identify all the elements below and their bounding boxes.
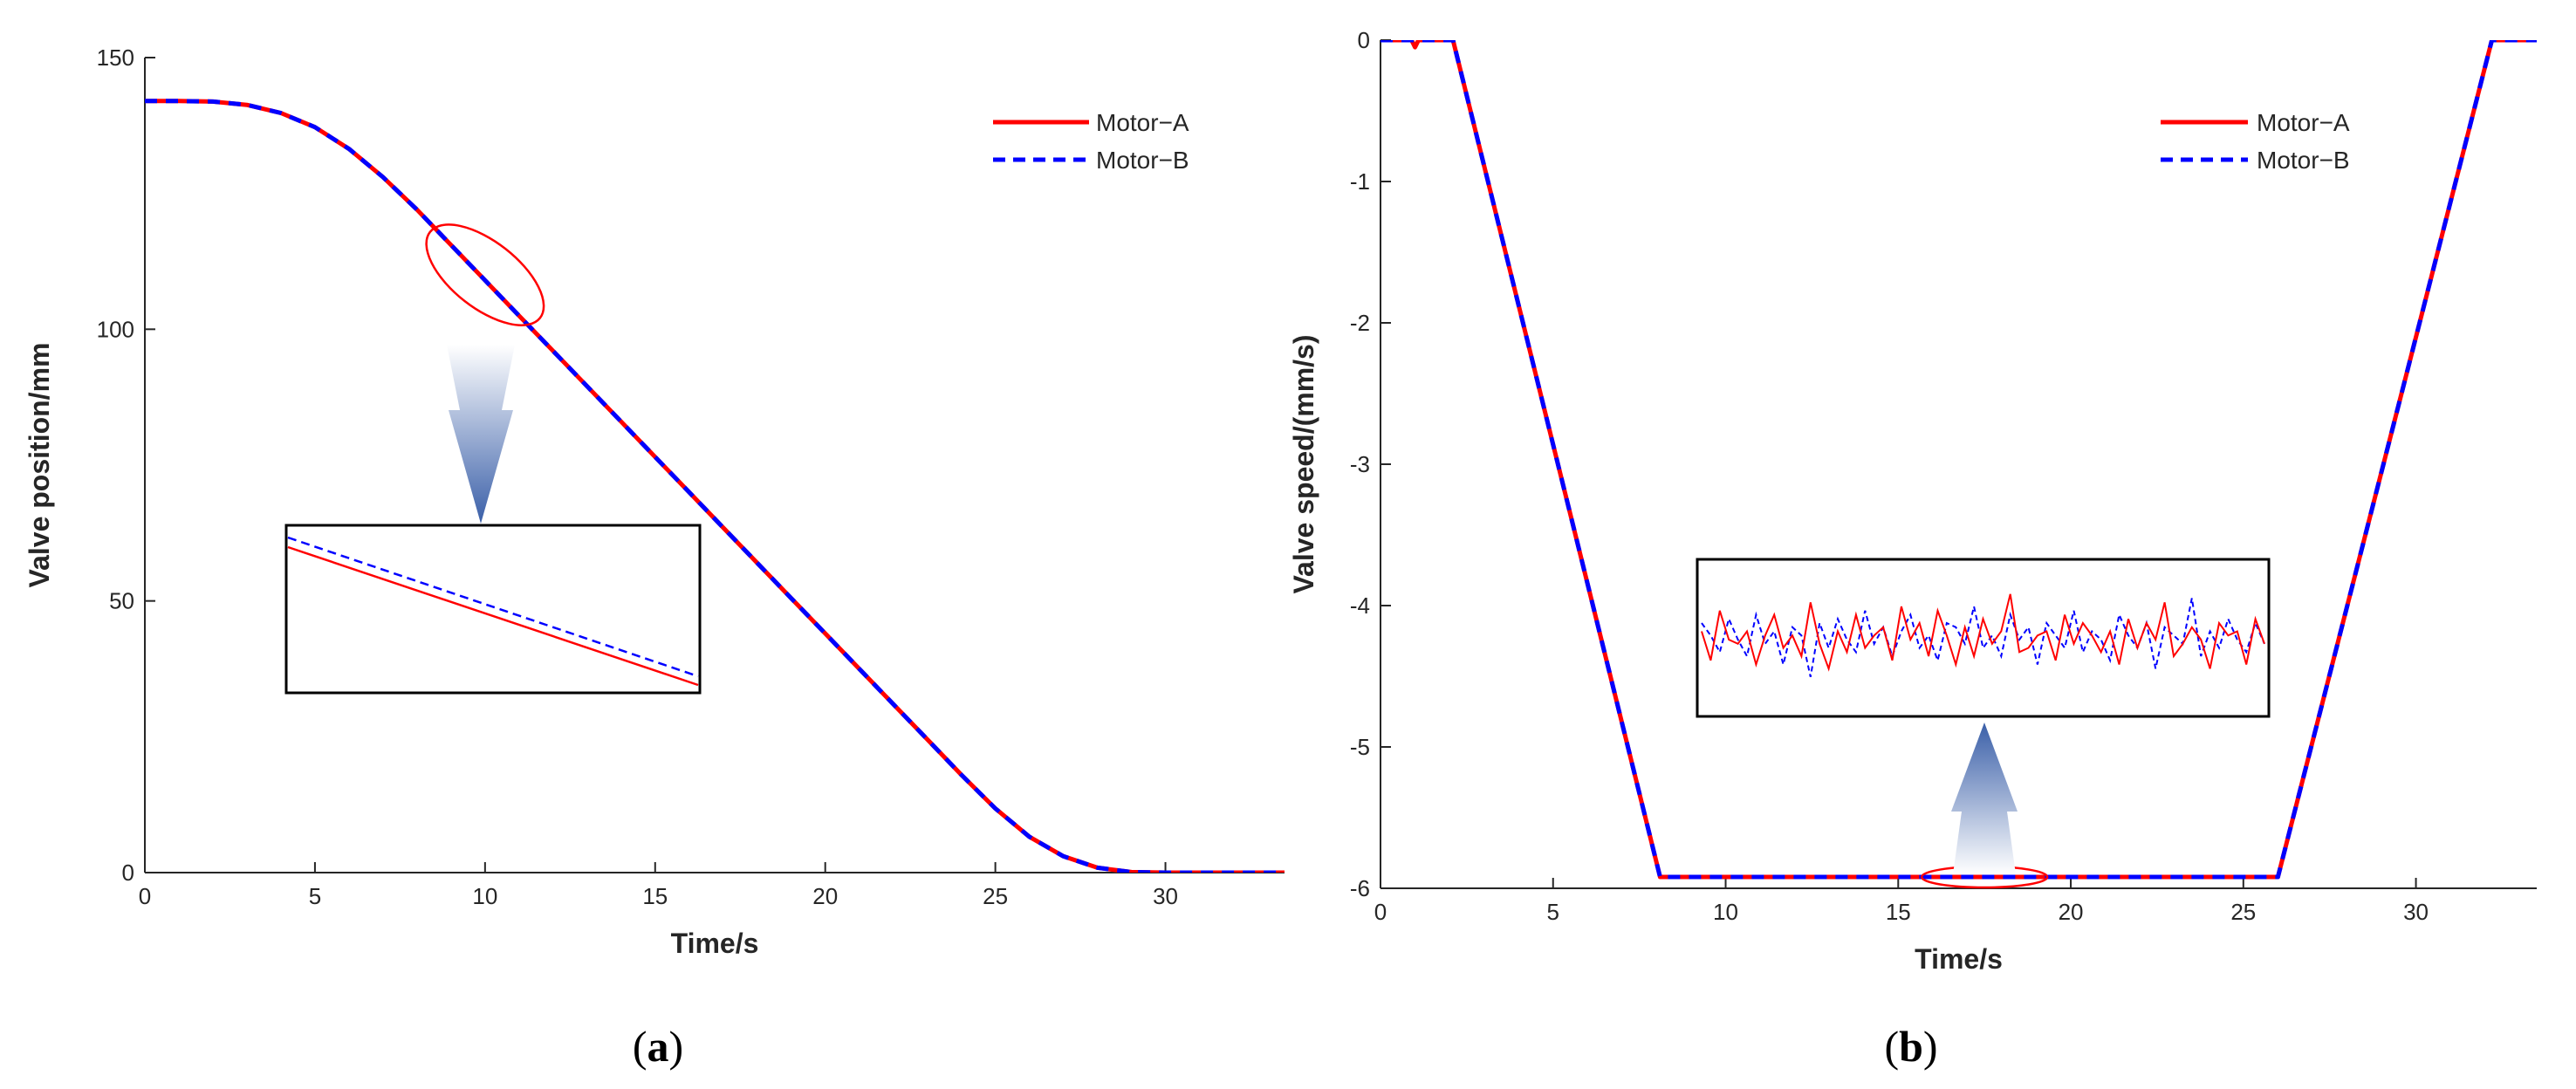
zoom-inset-b (1696, 558, 2271, 718)
ticks-a: 0 5 10 15 20 25 30 0 50 100 150 (97, 45, 1178, 909)
legend-label-motor-b-a: Motor−B (1096, 147, 1189, 174)
zoom-arrow-b (1951, 723, 2018, 874)
x-tick-label-b: 10 (1713, 899, 1738, 925)
inset-box-a (284, 524, 702, 695)
x-tick-label-a: 25 (983, 883, 1008, 909)
x-tick-label-a: 30 (1153, 883, 1178, 909)
caption-open-paren-a: ( (633, 1022, 647, 1071)
x-axis-title-a: Time/s (671, 928, 759, 959)
caption-open-paren-b: ( (1884, 1022, 1899, 1071)
legend-box-a (983, 97, 1235, 184)
x-tick-label-a: 0 (139, 883, 151, 909)
inset-box-b (1696, 558, 2271, 718)
legend-box-b (2153, 95, 2388, 182)
series-line-motor-b-b (1380, 40, 2537, 880)
x-tick-label-b: 30 (2403, 899, 2429, 925)
x-tick-label-b: 15 (1886, 899, 1911, 925)
y-tick-label-a: 100 (97, 316, 134, 342)
series-line-motor-a-b (1380, 40, 2537, 880)
inset-line-motor-b-b (1701, 598, 2265, 678)
x-tick-label-a: 10 (472, 883, 497, 909)
panel-caption-b: (b) (1884, 1022, 1937, 1071)
caption-letter-b: b (1899, 1022, 1923, 1071)
x-tick-label-a: 15 (642, 883, 668, 909)
caption-close-paren-a: ) (669, 1022, 684, 1071)
legend-label-motor-b-b: Motor−B (2257, 147, 2350, 174)
caption-close-paren-b: ) (1923, 1022, 1938, 1071)
x-axis-title-b: Time/s (1915, 943, 2003, 975)
y-tick-label-b: -3 (1350, 451, 1370, 477)
y-tick-label-b: -5 (1350, 734, 1370, 760)
axes-a (144, 58, 1285, 873)
zoom-arrow-a (447, 345, 515, 524)
series-line-motor-b-a (145, 99, 1285, 873)
x-tick-label-b: 5 (1547, 899, 1559, 925)
inset-line-motor-a-a (287, 545, 699, 687)
panel-caption-a: (a) (633, 1022, 683, 1071)
inset-line-motor-b-a (287, 536, 699, 678)
legend-label-motor-a-a: Motor−A (1096, 109, 1189, 136)
ticks-b: 0 5 10 15 20 25 30 0 -1 -2 -3 -4 -5 -6 (1350, 27, 2429, 925)
caption-letter-a: a (647, 1022, 669, 1071)
y-tick-label-b: -1 (1350, 168, 1370, 195)
series-group-a (145, 99, 1285, 873)
y-axis-title-a: Valve position/mm (24, 343, 55, 588)
x-tick-label-b: 25 (2230, 899, 2256, 925)
chart-panel-b: 0 5 10 15 20 25 30 0 -1 -2 -3 -4 -5 -6 Time/s Valve s… (1288, 27, 2537, 1071)
x-tick-label-a: 20 (812, 883, 838, 909)
y-tick-label-b: 0 (1358, 27, 1370, 53)
legend-a: Motor−A Motor−B (983, 97, 1235, 184)
y-tick-label-a: 50 (109, 588, 134, 614)
x-tick-label-b: 20 (2059, 899, 2084, 925)
zoom-inset-a (284, 524, 702, 695)
y-tick-label-b: -6 (1350, 875, 1370, 901)
legend-b: Motor−A Motor−B (2153, 95, 2388, 182)
legend-label-motor-a-b: Motor−A (2257, 109, 2350, 136)
y-tick-label-a: 0 (122, 860, 134, 886)
inset-line-motor-a-b (1701, 593, 2265, 672)
y-tick-label-b: -4 (1350, 592, 1370, 619)
x-tick-label-a: 5 (309, 883, 321, 909)
chart-panel-a: 0 5 10 15 20 25 30 0 50 100 150 Time/s Valve posit… (24, 45, 1285, 1071)
zoom-ellipse-a (425, 223, 545, 326)
x-tick-label-b: 0 (1374, 899, 1387, 925)
series-line-motor-a-a (145, 99, 1285, 873)
series-group-b (1380, 40, 2537, 880)
y-tick-label-b: -2 (1350, 310, 1370, 336)
y-axis-title-b: Valve speed/(mm/s) (1288, 334, 1319, 593)
y-tick-label-a: 150 (97, 45, 134, 71)
